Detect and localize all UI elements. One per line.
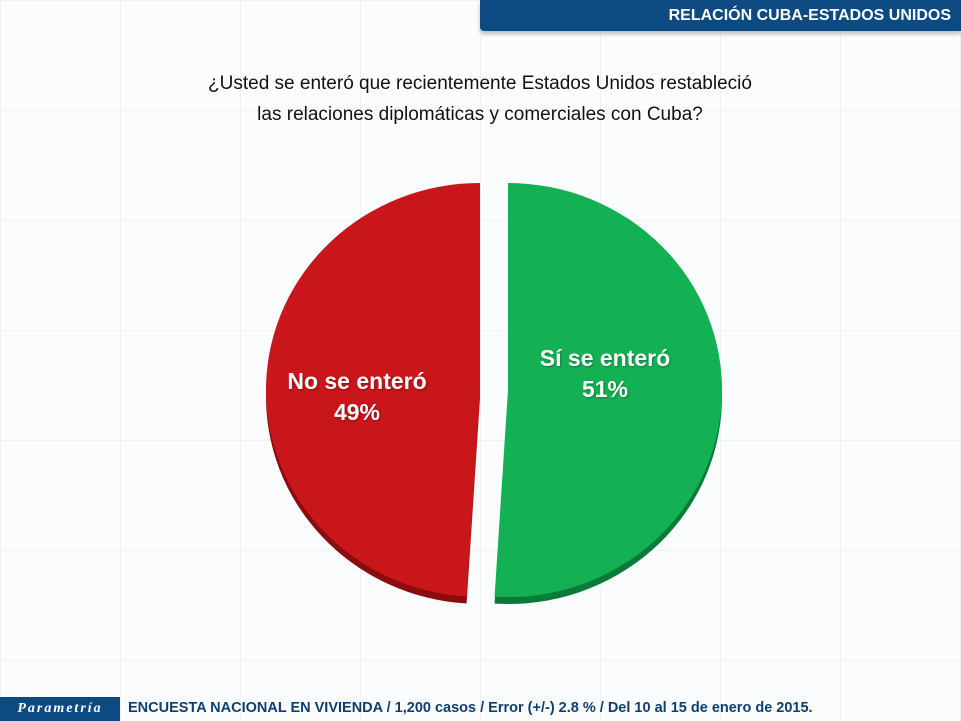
slice-label-si-value: 51%: [581, 376, 629, 402]
slice-label-no-value: 49%: [333, 399, 381, 425]
pie-slice-1: [266, 182, 481, 597]
title-line-1: ¿Usted se enteró que recientemente Estad…: [208, 73, 752, 94]
slice-label-si: Sí se enteró 51%: [535, 343, 675, 405]
chart-title: ¿Usted se enteró que recientemente Estad…: [140, 68, 820, 130]
footer-source: ENCUESTA NACIONAL EN VIVIENDA / 1,200 ca…: [128, 700, 813, 716]
header-bar: RELACIÓN CUBA-ESTADOS UNIDOS: [480, 0, 961, 31]
header-title: RELACIÓN CUBA-ESTADOS UNIDOS: [668, 6, 951, 24]
pie-slice-0: [494, 183, 722, 598]
parametria-logo: Parametría: [0, 697, 120, 721]
logo-text: Parametría: [17, 701, 103, 716]
slice-label-no-text: No se enteró: [287, 368, 427, 394]
slice-label-si-text: Sí se enteró: [539, 345, 671, 371]
slice-label-no: No se enteró 49%: [272, 366, 442, 428]
title-line-2: las relaciones diplomáticas y comerciale…: [257, 104, 703, 125]
